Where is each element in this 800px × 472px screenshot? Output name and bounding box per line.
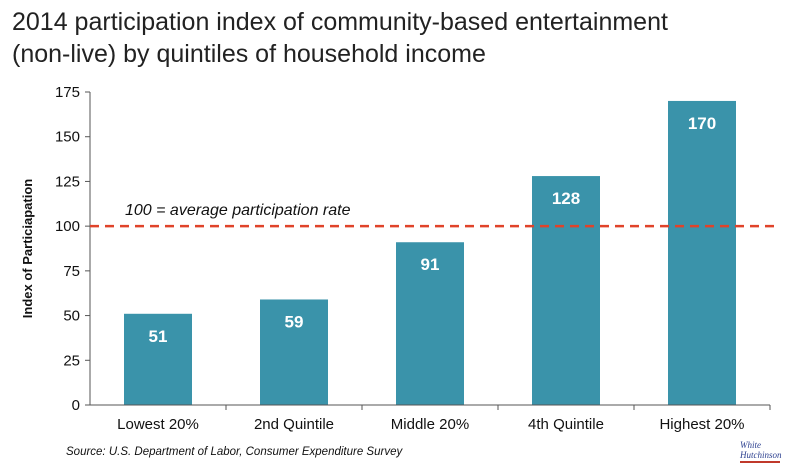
bar: [668, 100, 736, 405]
source-note: Source: U.S. Department of Labor, Consum…: [66, 446, 403, 458]
y-tick-label: 0: [72, 397, 80, 414]
x-category-label: 4th Quintile: [528, 416, 604, 433]
y-tick-label: 75: [63, 263, 80, 280]
bar-value-label: 59: [285, 312, 304, 331]
bar-value-label: 128: [552, 189, 580, 208]
y-tick-label: 25: [63, 352, 80, 369]
x-category-label: Lowest 20%: [117, 416, 199, 433]
bar: [260, 299, 328, 405]
bar: [532, 176, 600, 405]
x-category-label: Middle 20%: [391, 416, 469, 433]
chart-title-line-1: 2014 participation index of community-ba…: [12, 8, 668, 36]
chart-title-line-2: (non-live) by quintiles of household inc…: [12, 40, 486, 68]
y-tick-label: 125: [55, 173, 80, 190]
chart-title: 2014 participation index of community-ba…: [12, 6, 782, 70]
bar-value-label: 170: [688, 114, 716, 133]
x-category-label: 2nd Quintile: [254, 416, 334, 433]
bar-value-label: 51: [149, 327, 168, 346]
y-tick-label: 50: [63, 308, 80, 325]
bar-value-label: 91: [421, 255, 440, 274]
x-category-label: Highest 20%: [659, 416, 744, 433]
brand-logo: White Hutchinson: [740, 440, 784, 466]
y-tick-label: 100: [55, 218, 80, 235]
bar: [396, 242, 464, 405]
y-tick-label: 175: [55, 84, 80, 101]
reference-line-label: 100 = average participation rate: [125, 202, 351, 219]
y-axis-title: Index of Particiapation: [20, 179, 35, 318]
bar: [124, 313, 192, 405]
y-tick-label: 150: [55, 129, 80, 146]
